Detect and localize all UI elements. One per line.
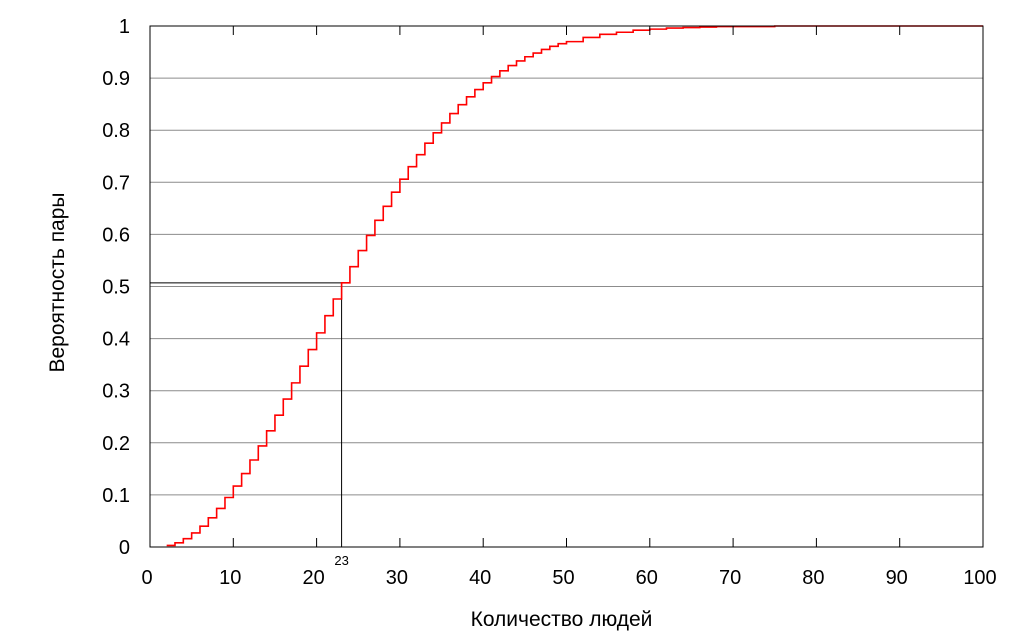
y-tick-label: 0.8 bbox=[102, 120, 130, 142]
y-tick-label: 0 bbox=[119, 537, 130, 559]
y-tick-labels: 0 0.1 0.2 0.3 0.4 0.5 0.6 0.7 0.8 0.9 1 bbox=[102, 16, 130, 559]
x-tick-label: 0 bbox=[141, 567, 152, 589]
x-tick-labels: 0 10 20 30 40 50 60 70 80 90 100 bbox=[141, 567, 996, 589]
y-tick-label: 0.7 bbox=[102, 172, 130, 194]
y-tick-label: 0.5 bbox=[102, 277, 130, 299]
y-axis-title: Вероятность пары bbox=[46, 192, 69, 372]
probability-step-line bbox=[166, 25, 983, 547]
x-tick-label: 30 bbox=[386, 567, 408, 589]
x-tick-label: 20 bbox=[302, 567, 324, 589]
x-axis-title: Количество людей bbox=[471, 608, 653, 631]
x-tick-label: 10 bbox=[219, 567, 241, 589]
y-tick-label: 1 bbox=[119, 16, 130, 38]
x-tick-label: 40 bbox=[469, 567, 491, 589]
y-tick-label: 0.1 bbox=[102, 485, 130, 507]
y-tick-label: 0.6 bbox=[102, 224, 130, 246]
guide-lines: 23 bbox=[150, 282, 349, 568]
y-tick-label: 0.3 bbox=[102, 381, 130, 403]
series-layer bbox=[166, 25, 983, 547]
x-tick-label: 70 bbox=[719, 567, 741, 589]
grid-lines bbox=[150, 77, 983, 496]
annotation-label: 23 bbox=[334, 553, 348, 568]
x-tick-label: 100 bbox=[963, 567, 996, 589]
x-tick-label: 50 bbox=[552, 567, 574, 589]
y-tick-label: 0.2 bbox=[102, 433, 130, 455]
y-tick-label: 0.4 bbox=[102, 329, 130, 351]
x-tick-label: 60 bbox=[636, 567, 658, 589]
tick-marks bbox=[232, 26, 901, 547]
x-tick-label: 90 bbox=[886, 567, 908, 589]
y-tick-label: 0.9 bbox=[102, 68, 130, 90]
x-tick-label: 80 bbox=[802, 567, 824, 589]
